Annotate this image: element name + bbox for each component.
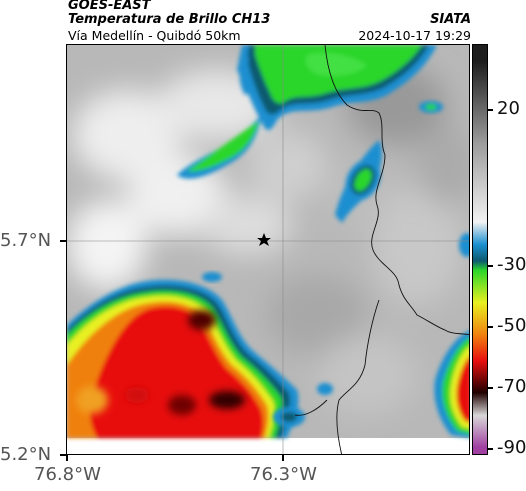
satellite-map[interactable] bbox=[66, 44, 470, 455]
map-image bbox=[67, 45, 469, 454]
cb-tick-20 bbox=[488, 109, 493, 111]
cb-label-m90: -90 bbox=[497, 437, 526, 458]
satellite-name: GOES-EAST bbox=[68, 0, 151, 13]
cb-tick-m30 bbox=[488, 265, 493, 267]
route-subtitle: Vía Medellín - Quibdó 50km bbox=[68, 28, 241, 43]
lon-tick-2 bbox=[282, 455, 284, 461]
colorbar bbox=[472, 44, 488, 455]
cb-tick-m50 bbox=[488, 326, 493, 328]
cb-label-m70: -70 bbox=[497, 376, 526, 397]
star-icon bbox=[257, 233, 271, 246]
cb-tick-m90 bbox=[488, 448, 493, 450]
cb-label-20: 20 bbox=[497, 98, 520, 119]
cb-label-m50: -50 bbox=[497, 315, 526, 336]
lon-tick-1 bbox=[66, 455, 68, 461]
lat-tick-1 bbox=[60, 240, 66, 242]
cb-tick-m70 bbox=[488, 387, 493, 389]
lat-label-5-2: 5.2°N bbox=[0, 444, 52, 465]
lat-tick-2 bbox=[60, 454, 66, 456]
brand-label: SIATA bbox=[430, 12, 471, 27]
cb-label-m30: -30 bbox=[497, 254, 526, 275]
lon-label-76-3: 76.3°W bbox=[250, 464, 317, 485]
lon-label-76-8: 76.8°W bbox=[34, 464, 101, 485]
lat-label-5-7: 5.7°N bbox=[0, 230, 52, 251]
product-title: Temperatura de Brillo CH13 bbox=[68, 12, 271, 27]
timestamp: 2024-10-17 19:29 bbox=[358, 28, 471, 43]
